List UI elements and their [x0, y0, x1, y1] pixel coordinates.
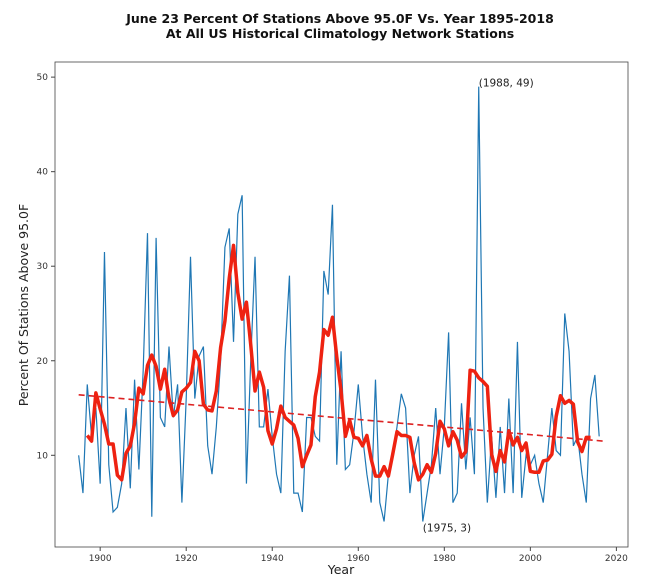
moving-average-line — [85, 243, 591, 482]
y-tick-label: 40 — [37, 168, 49, 178]
x-tick-label: 1900 — [89, 554, 112, 564]
y-tick-label: 10 — [37, 451, 49, 461]
point-annotation: (1988, 49) — [479, 78, 534, 90]
y-tick-label: 20 — [37, 357, 49, 367]
chart-title: June 23 Percent Of Stations Above 95.0F … — [125, 11, 554, 26]
x-tick-label: 2000 — [519, 554, 542, 564]
plot-frame — [54, 61, 629, 548]
chart-subtitle: At All US Historical Climatology Network… — [166, 26, 514, 41]
x-axis-label: Year — [327, 562, 355, 577]
y-axis-label: Percent Of Stations Above 95.0F — [16, 204, 31, 406]
point-annotation: (1975, 3) — [423, 522, 471, 534]
yearly-series-line — [78, 86, 600, 522]
marks: (1988, 49) (1975, 3) — [78, 78, 604, 534]
x-tick-label: 1960 — [347, 554, 370, 564]
x-tick-label: 2020 — [605, 554, 628, 564]
x-tick-label: 1920 — [175, 554, 198, 564]
x-tick-label: 1980 — [433, 554, 456, 564]
trend-line — [78, 393, 604, 442]
x-tick-label: 1940 — [261, 554, 284, 564]
y-tick-label: 30 — [37, 262, 49, 272]
ticks: 1900 1920 1940 1960 1980 2000 2020 10 20 30 40 50 — [37, 73, 629, 564]
y-tick-label: 50 — [37, 73, 49, 83]
